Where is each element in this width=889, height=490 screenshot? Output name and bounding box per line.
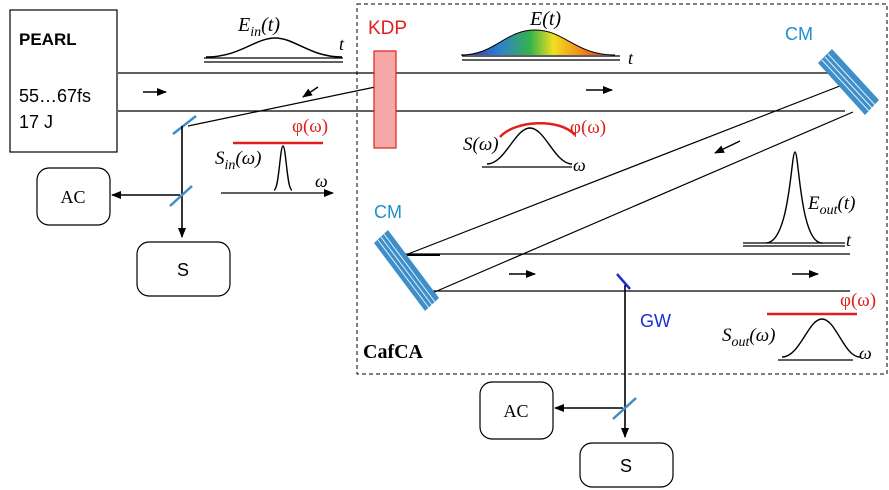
chirped-mirror-top [818, 49, 879, 115]
source-energy: 17 J [19, 112, 53, 132]
cafca-label: CafCA [363, 341, 424, 363]
phase-output-label: φ(ω) [840, 290, 876, 311]
cafca-enclosure [356, 3, 888, 375]
ac-box-bottom [479, 381, 554, 440]
pickoff-mirror-left [172, 115, 197, 135]
chirped-pulse-label: E(t) [529, 8, 561, 30]
cm-left-label: CM [374, 202, 402, 222]
cm-top-label: CM [785, 24, 813, 44]
chirped-mirror-left [374, 230, 439, 311]
beam-to-pickoff [187, 85, 381, 127]
s-box-bottom [579, 442, 674, 488]
beam-diagonal-2 [429, 111, 854, 295]
omega-out-label: ω [859, 343, 872, 363]
source-duration: 55…67fs [19, 86, 91, 106]
spectrum-mid-graph [482, 122, 576, 168]
phase-input-label: φ(ω) [292, 116, 328, 137]
beamsplitter-bottom [612, 397, 637, 420]
input-pulse-label: Ein(t) [237, 14, 280, 40]
s-bottom-label: S [620, 456, 632, 476]
beamsplitter-left [169, 185, 193, 207]
beam-arrow-6 [302, 86, 319, 98]
spectrum-in-label: Sin(ω) [215, 148, 261, 173]
output-pulse-label: Eout(t) [807, 193, 855, 218]
chirped-pulse-graph [460, 29, 620, 61]
omega-mid-label: ω [573, 155, 586, 175]
beam-diagonal-1 [407, 83, 846, 255]
input-time-axis-label: t [339, 34, 345, 54]
ac-box-left [36, 167, 111, 226]
spectrum-out-label: Sout(ω) [722, 325, 775, 350]
beam-arrow-3 [714, 140, 741, 154]
s-left-label: S [177, 260, 189, 280]
phase-mid-label: φ(ω) [570, 117, 606, 138]
output-pulse-graph [743, 151, 845, 247]
spectrum-out-graph [778, 318, 861, 361]
spectrum-mid-label: S(ω) [463, 134, 499, 155]
chirped-time-axis-label: t [628, 48, 634, 68]
pearl-source-box [9, 9, 118, 153]
kdp-crystal [373, 50, 397, 149]
kdp-label: KDP [368, 18, 407, 39]
s-box-left [136, 241, 231, 297]
omega-in-label: ω [315, 171, 328, 191]
source-title: PEARL [19, 30, 77, 49]
gw-label: GW [640, 311, 671, 331]
gw-mirror [616, 273, 631, 290]
input-pulse-graph [204, 37, 343, 63]
spectrum-in-graph [221, 145, 334, 197]
ac-bottom-label: AC [503, 401, 528, 421]
ac-left-label: AC [60, 187, 85, 207]
output-time-axis-label: t [846, 230, 852, 250]
